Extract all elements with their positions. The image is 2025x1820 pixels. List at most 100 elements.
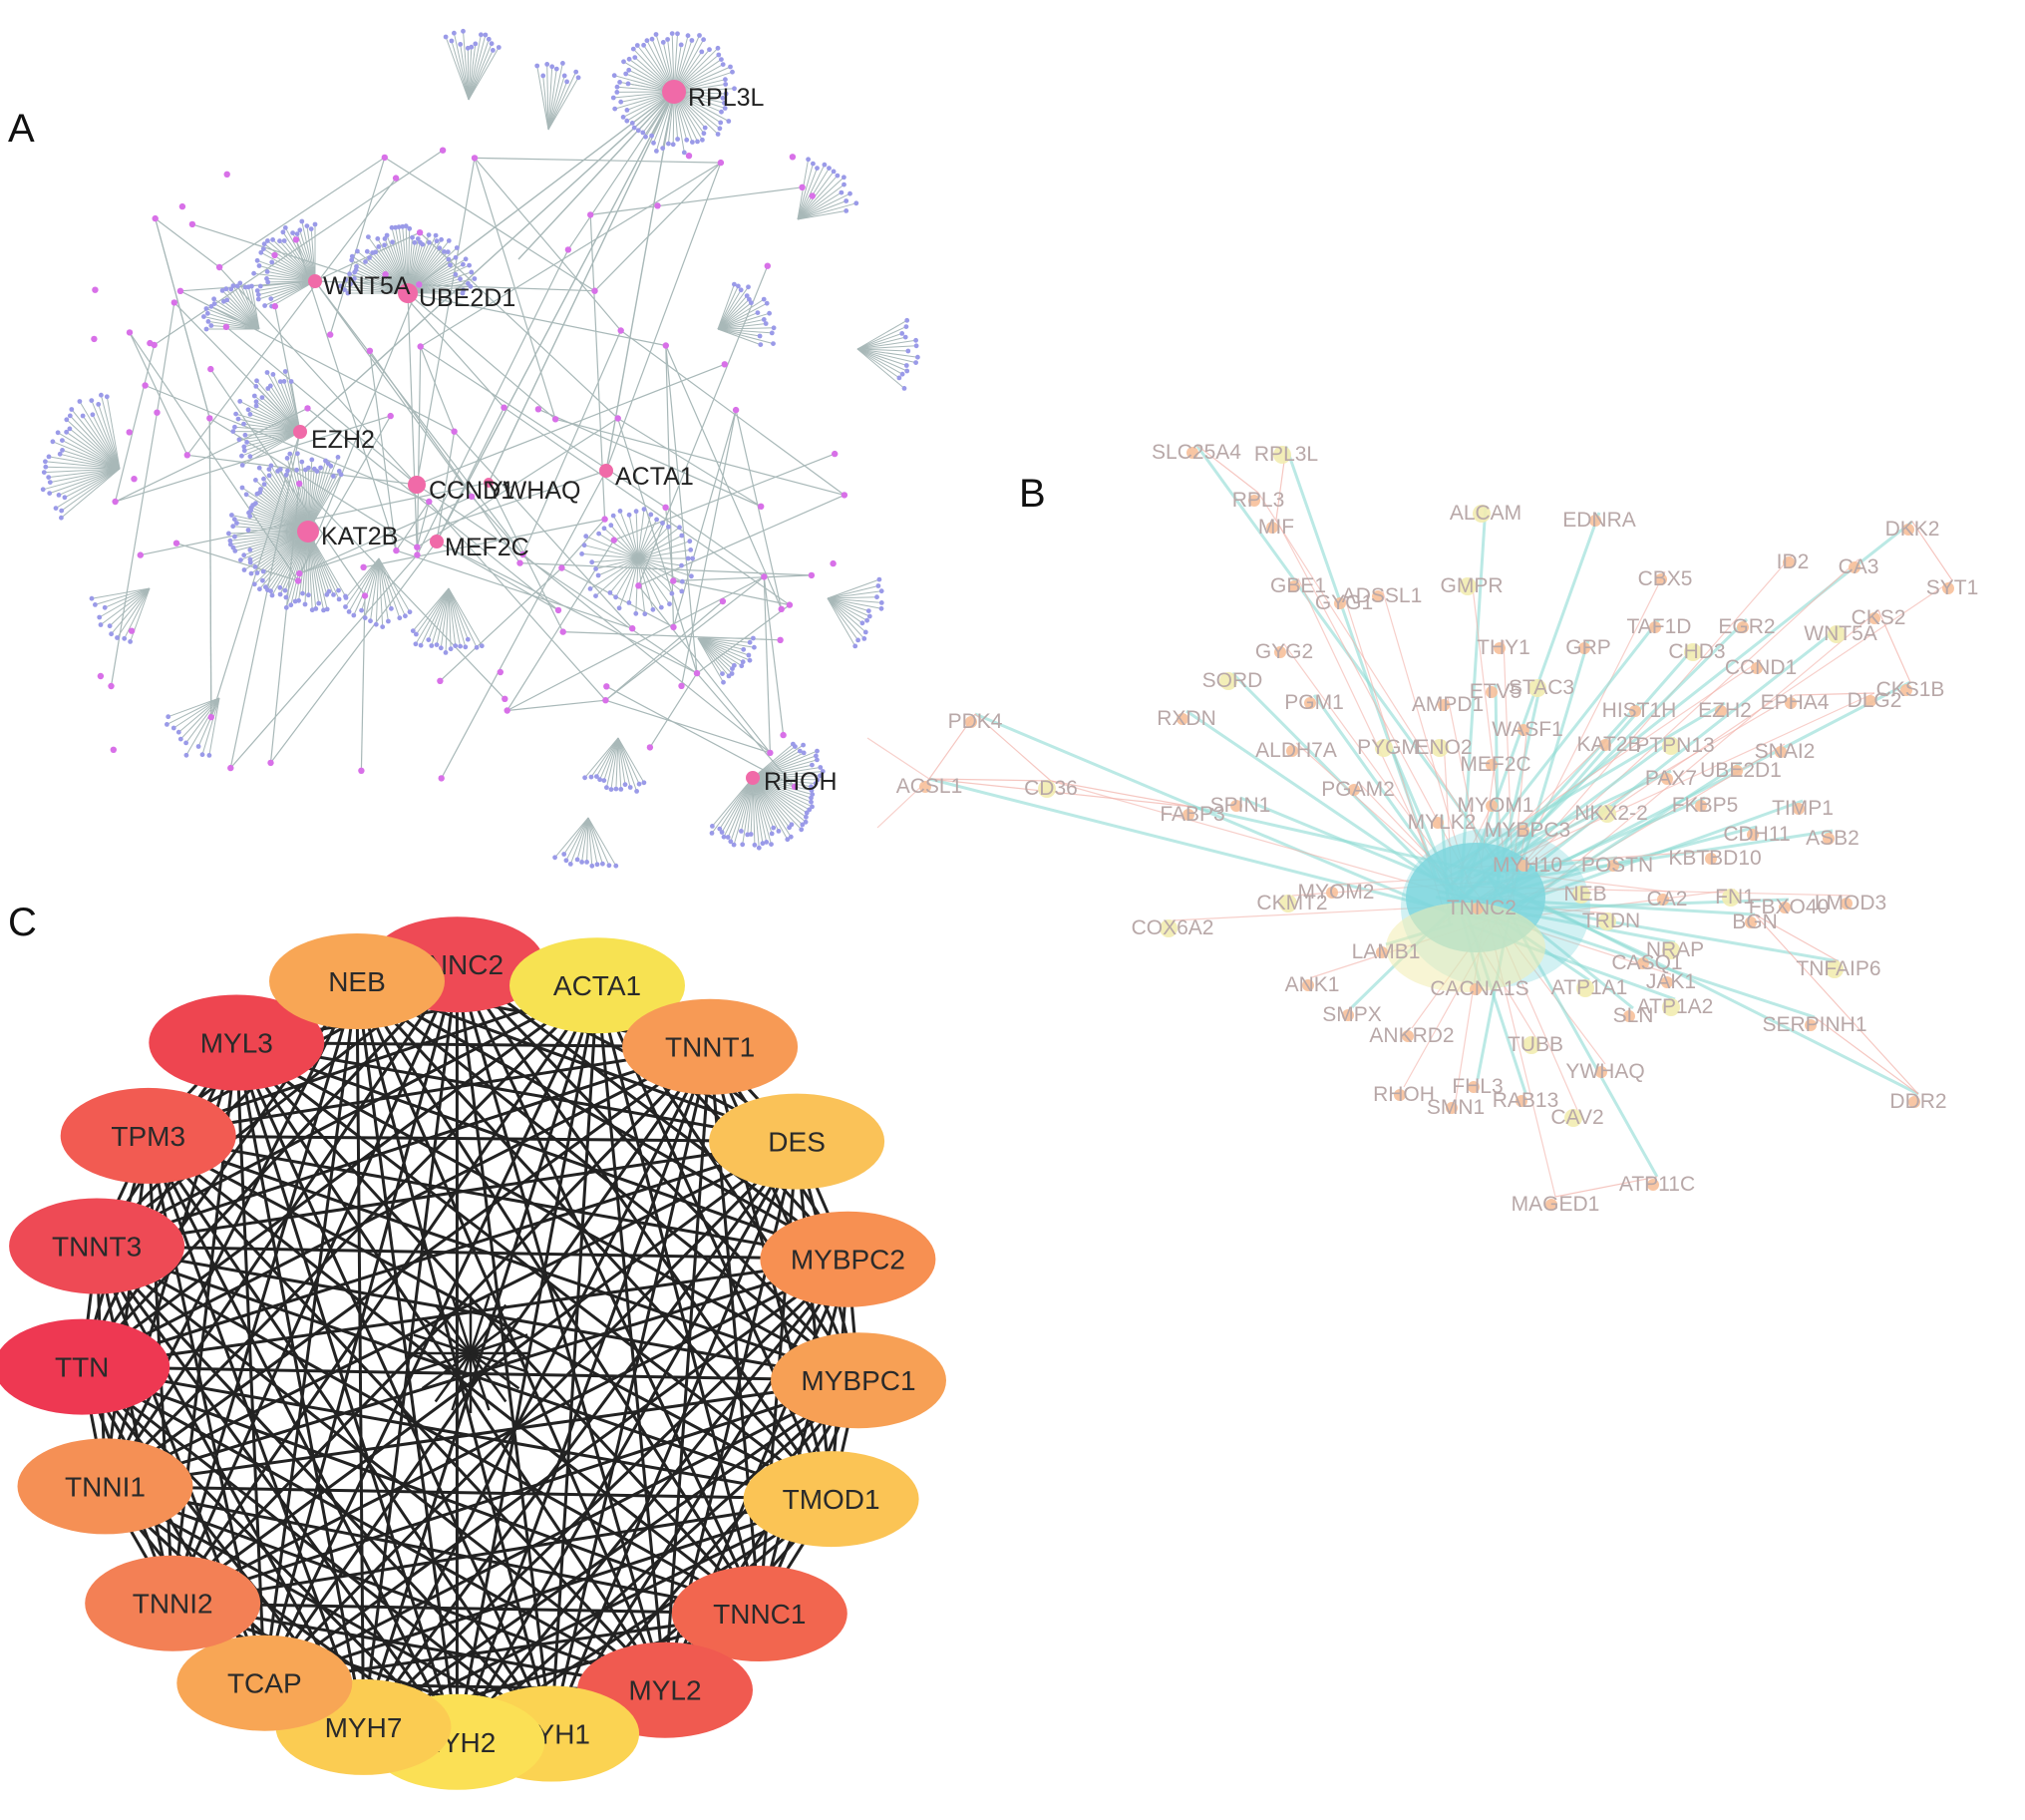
panel-a-leaf-edge bbox=[752, 777, 807, 818]
panel-a-leaf-node bbox=[454, 245, 460, 250]
panel-a-leaf-node bbox=[472, 276, 478, 281]
panel-a-leaf-node bbox=[728, 839, 734, 845]
panel-b-label: GBE1 bbox=[1270, 574, 1326, 597]
panel-a-edge bbox=[519, 562, 812, 576]
panel-a-leaf-node bbox=[97, 614, 103, 620]
panel-c-node-label: ACTA1 bbox=[553, 970, 641, 1001]
panel-b-label: THY1 bbox=[1477, 636, 1530, 659]
panel-a-leaf-node bbox=[338, 472, 344, 478]
panel-a-leaf-node bbox=[611, 73, 617, 79]
panel-a-leaf-node bbox=[618, 99, 624, 105]
panel-a-leaf-edge bbox=[453, 33, 470, 101]
panel-c-node-ellipse bbox=[85, 1555, 261, 1651]
panel-a-leaf-node bbox=[745, 832, 751, 838]
panel-a-intermediate-node bbox=[693, 669, 701, 677]
panel-a-leaf-edge bbox=[395, 227, 409, 294]
panel-a-leaf-edge bbox=[307, 531, 313, 610]
panel-a-leaf-node bbox=[689, 38, 695, 43]
panel-a-leaf-node bbox=[479, 32, 484, 38]
panel-a-intermediate-node bbox=[154, 409, 161, 416]
panel-a-leaf-edge bbox=[71, 409, 121, 470]
panel-a-edge bbox=[209, 368, 366, 596]
panel-a-intermediate-node bbox=[392, 175, 400, 182]
panel-a-leaf-edge bbox=[717, 323, 767, 330]
panel-a-leaf-node bbox=[634, 43, 640, 48]
panel-a-leaf-node bbox=[630, 46, 636, 52]
panel-c-edge bbox=[470, 1316, 520, 1355]
panel-a-edge bbox=[696, 672, 796, 788]
panel-a-leaf-node bbox=[443, 650, 449, 655]
panel-a-edge bbox=[436, 431, 456, 543]
panel-b-label: RAB13 bbox=[1493, 1089, 1559, 1112]
panel-a-leaf-node bbox=[46, 454, 52, 460]
panel-a-leaf-edge bbox=[827, 590, 882, 599]
panel-a-leaf-node bbox=[237, 399, 243, 404]
panel-a-edge bbox=[115, 415, 391, 503]
panel-c-edge bbox=[148, 1134, 859, 1382]
panel-a-leaf-node bbox=[267, 383, 273, 389]
panel-a-leaf-edge bbox=[797, 183, 844, 220]
panel-a-leaf-edge bbox=[241, 431, 301, 457]
panel-c-edge bbox=[148, 1134, 848, 1262]
panel-a-leaf-node bbox=[583, 534, 589, 540]
panel-a-leaf-edge bbox=[290, 531, 309, 605]
panel-a-leaf-edge bbox=[247, 286, 260, 330]
panel-b-label: MYH10 bbox=[1493, 854, 1562, 877]
panel-a-leaf-edge bbox=[420, 587, 450, 646]
panel-a-leaf-node bbox=[913, 360, 918, 365]
panel-a-hub-node bbox=[293, 425, 307, 439]
panel-a-leaf-node bbox=[407, 609, 413, 615]
panel-a-leaf-node bbox=[390, 239, 395, 245]
panel-a-leaf-edge bbox=[221, 290, 260, 330]
panel-a-leaf-node bbox=[738, 287, 744, 293]
panel-a-intermediate-node bbox=[206, 415, 213, 422]
panel-a-leaf-edge bbox=[100, 587, 151, 625]
panel-a-leaf-edge bbox=[271, 280, 316, 307]
panel-a-leaf-edge bbox=[752, 777, 813, 808]
panel-a-leaf-node bbox=[904, 317, 910, 323]
panel-a-leaf-node bbox=[283, 604, 289, 610]
panel-a-leaf-node bbox=[861, 636, 867, 641]
panel-a-leaf-edge bbox=[717, 328, 773, 334]
panel-a-leaf-edge bbox=[752, 777, 808, 814]
panel-a-leaf-edge bbox=[856, 348, 907, 372]
panel-a-intermediate-node bbox=[646, 744, 654, 751]
panel-a-leaf-edge bbox=[542, 75, 549, 131]
panel-c-node-ellipse bbox=[269, 933, 445, 1029]
panel-a-leaf-node bbox=[875, 583, 881, 588]
panel-c-node-label: TNNI2 bbox=[133, 1589, 213, 1620]
panel-a-leaf-edge bbox=[547, 71, 577, 131]
panel-a-leaf-edge bbox=[468, 43, 477, 101]
panel-b-core-halo bbox=[1386, 903, 1545, 992]
panel-a-leaf-node bbox=[241, 421, 246, 427]
panel-a-leaf-node bbox=[723, 77, 728, 83]
panel-a-leaf-edge bbox=[266, 277, 316, 282]
panel-c-edge bbox=[355, 980, 365, 1727]
panel-b-node bbox=[1266, 522, 1278, 534]
panel-a-leaf-edge bbox=[239, 282, 260, 330]
panel-a-leaf-edge bbox=[752, 777, 812, 799]
panel-a-leaf-edge bbox=[236, 285, 260, 330]
panel-a-intermediate-node bbox=[439, 147, 447, 154]
panel-a-leaf-node bbox=[316, 600, 322, 606]
panel-a-leaf-node bbox=[90, 412, 96, 418]
panel-b-edge bbox=[1511, 639, 1590, 895]
panel-a-leaf-node bbox=[679, 562, 684, 568]
panel-c-node-ellipse bbox=[771, 1332, 946, 1429]
panel-a-leaf-node bbox=[211, 296, 217, 302]
panel-a-leaf-node bbox=[277, 379, 283, 384]
panel-a-leaf-edge bbox=[467, 48, 470, 101]
panel-a-edge bbox=[605, 162, 722, 472]
panel-a-leaf-node bbox=[50, 439, 56, 445]
panel-a-edge bbox=[110, 412, 159, 687]
panel-a-intermediate-node bbox=[678, 682, 685, 689]
panel-a-leaf-node bbox=[631, 125, 637, 131]
panel-b-label: ACSL1 bbox=[896, 775, 963, 798]
panel-c-edge bbox=[171, 1258, 849, 1606]
panel-c-edge bbox=[148, 1134, 798, 1144]
panel-a-leaf-node bbox=[746, 284, 751, 290]
panel-a-intermediate-node bbox=[271, 302, 278, 310]
panel-a-leaf-node bbox=[769, 330, 775, 336]
panel-a-leaf-edge bbox=[856, 348, 900, 379]
panel-a-leaf-edge bbox=[585, 536, 639, 559]
